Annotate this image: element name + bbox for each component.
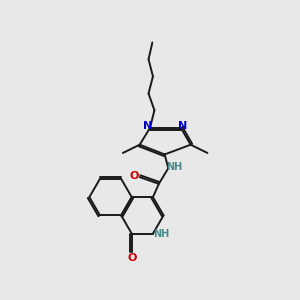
Text: NH: NH bbox=[167, 162, 183, 172]
Text: O: O bbox=[127, 254, 136, 263]
Text: N: N bbox=[178, 121, 188, 131]
Text: NH: NH bbox=[153, 229, 169, 239]
Text: N: N bbox=[143, 121, 153, 131]
Text: O: O bbox=[129, 171, 139, 181]
